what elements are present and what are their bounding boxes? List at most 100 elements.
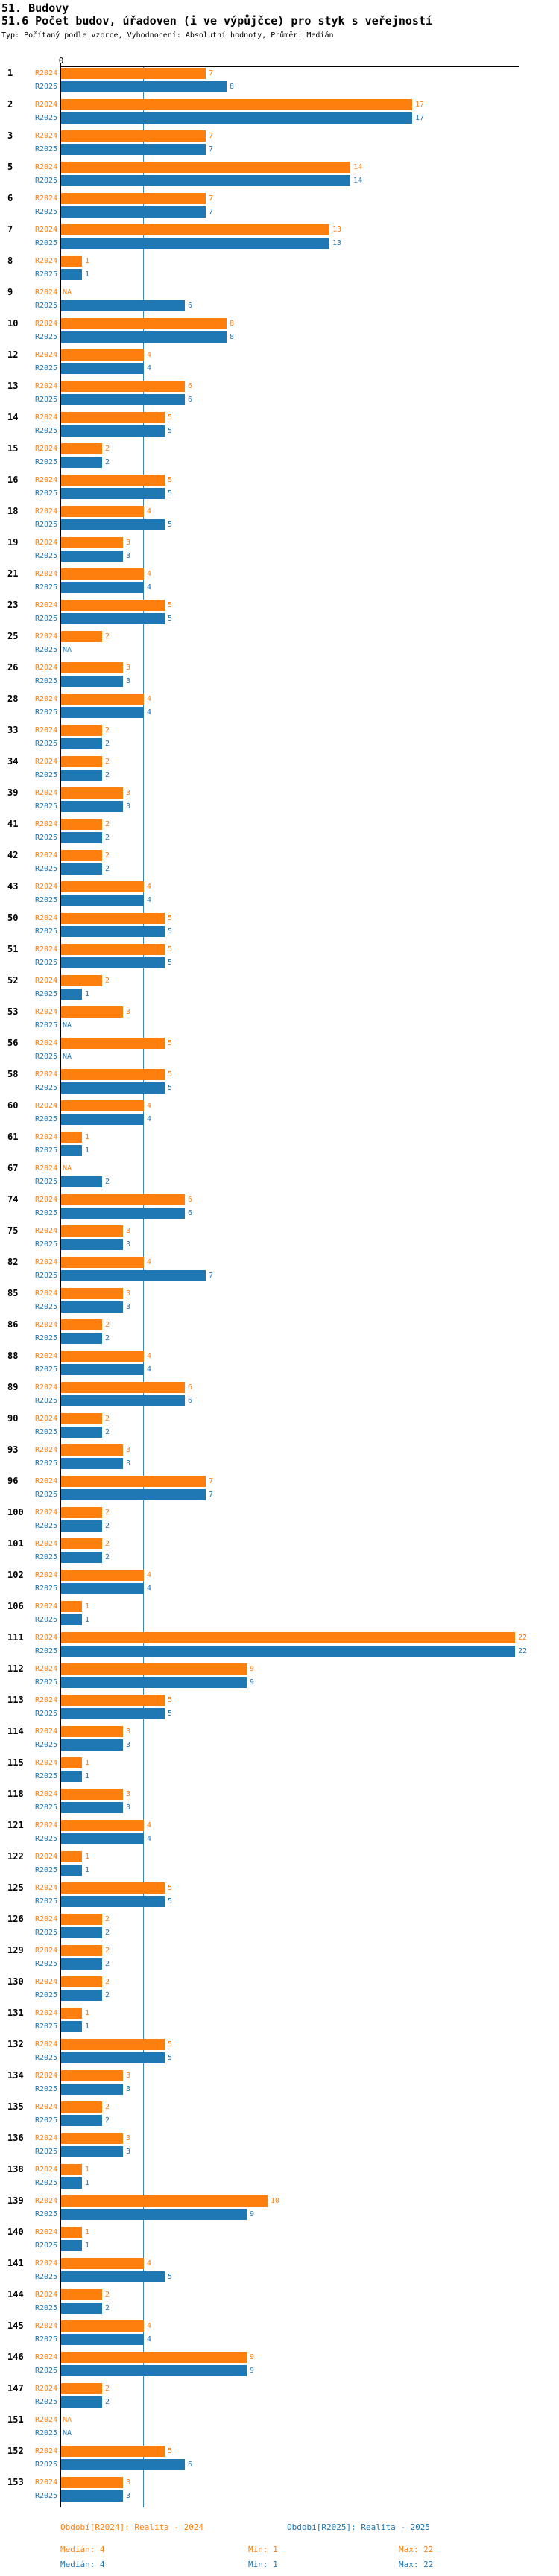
r2025-series-label: R2025	[35, 1459, 58, 1468]
r2025-series-label: R2025	[35, 865, 58, 873]
r2024-series-label: R2024	[35, 539, 58, 547]
r2025-series-label: R2025	[35, 1616, 58, 1624]
row-id-label: 140	[7, 2227, 24, 2237]
r2025-series-label: R2025	[35, 2429, 58, 2437]
row-id-label: 153	[7, 2477, 24, 2487]
r2024-bar-value: 1	[85, 2009, 90, 2017]
r2024-series-label: R2024	[35, 101, 58, 109]
r2025-bar	[61, 1896, 165, 1907]
row-id-label: 10	[7, 318, 19, 329]
r2025-series-label: R2025	[35, 1835, 58, 1843]
r2024-bar-value: 22	[518, 1634, 528, 1642]
row-id-label: 50	[7, 913, 19, 923]
r2024-bar-value: 13	[332, 226, 342, 234]
r2025-series-label: R2025	[35, 1209, 58, 1217]
r2024-bar-value: 2	[105, 1540, 110, 1548]
r2024-bar-value: 4	[147, 1352, 152, 1360]
r2025-bar	[61, 425, 165, 437]
r2025-bar	[61, 1176, 102, 1187]
r2024-bar	[61, 1288, 123, 1299]
r2025-bar	[61, 1771, 82, 1782]
r2025-series-label: R2025	[35, 2367, 58, 2375]
r2024-series-label: R2024	[35, 883, 58, 891]
r2024-series-label: R2024	[35, 1008, 58, 1016]
row-id-label: 114	[7, 1726, 24, 1736]
section-title: 51. Budovy	[1, 1, 69, 15]
r2024-series-label: R2024	[35, 1196, 58, 1204]
row-id-label: 74	[7, 1194, 19, 1205]
r2024-bar-value: 5	[168, 1696, 173, 1704]
row-id-label: 75	[7, 1225, 19, 1236]
r2025-bar	[61, 2052, 165, 2063]
row-id-label: 26	[7, 662, 19, 673]
r2025-series-label: R2025	[35, 2335, 58, 2344]
r2025-series-label: R2025	[35, 2085, 58, 2093]
r2025-bar	[61, 1739, 123, 1751]
r2025-bar	[61, 394, 185, 405]
r2025-bar	[61, 1583, 144, 1594]
r2024-bar	[61, 2070, 123, 2081]
r2025-bar-value: 4	[147, 364, 152, 372]
row-id-label: 136	[7, 2133, 24, 2143]
r2025-series-label: R2025	[35, 1897, 58, 1906]
r2025-bar-value: 8	[230, 83, 235, 91]
r2025-series-label: R2025	[35, 927, 58, 936]
r2025-series-label: R2025	[35, 489, 58, 498]
r2024-series-label: R2024	[35, 2353, 58, 2361]
r2025-bar-value: 4	[147, 896, 152, 904]
row-id-label: 16	[7, 475, 19, 485]
r2024-bar	[61, 1132, 82, 1143]
r2024-bar-value: 5	[168, 476, 173, 484]
r2025-bar	[61, 175, 350, 186]
r2025-bar	[61, 1927, 102, 1938]
r2025-bar-value: 3	[126, 2492, 131, 2500]
r2024-series-label: R2024	[35, 2322, 58, 2330]
r2025-bar	[61, 1520, 102, 1532]
r2025-series-label: R2025	[35, 615, 58, 623]
r2025-series-label: R2025	[35, 1584, 58, 1593]
r2025-bar	[61, 1646, 515, 1657]
r2025-series-label: R2025	[35, 2242, 58, 2250]
r2024-series-label: R2024	[35, 1415, 58, 1423]
r2025-bar-value: 2	[105, 740, 110, 748]
r2024-bar-value: 10	[271, 2197, 280, 2205]
row-id-label: 82	[7, 1257, 19, 1267]
r2024-bar	[61, 537, 123, 548]
r2025-bar	[61, 1677, 247, 1688]
r2025-series-label: R2025	[35, 208, 58, 216]
r2025-bar-value: 4	[147, 1584, 152, 1593]
r2025-bar	[61, 1802, 123, 1813]
r2024-bar-value: 5	[168, 2040, 173, 2049]
r2025-series-label: R2025	[35, 1522, 58, 1530]
y-axis-line	[60, 63, 61, 2507]
row-id-label: 41	[7, 819, 19, 829]
r2025-bar	[61, 269, 82, 280]
r2025-na-value: NA	[63, 2429, 72, 2437]
r2024-series-label: R2024	[35, 1164, 58, 1173]
r2024-series-label: R2024	[35, 1602, 58, 1611]
r2025-bar-value: 6	[188, 302, 193, 310]
row-id-label: 146	[7, 2352, 24, 2362]
r2024-bar	[61, 1726, 123, 1737]
row-id-label: 52	[7, 975, 19, 986]
r2024-bar-value: 5	[168, 914, 173, 922]
r2025-bar-value: 2	[105, 1522, 110, 1530]
r2024-series-label: R2024	[35, 570, 58, 578]
r2025-bar-value: 1	[85, 1772, 90, 1780]
r2025-bar-value: 7	[209, 145, 214, 153]
r2024-series-label: R2024	[35, 632, 58, 641]
r2024-bar	[61, 819, 102, 830]
r2025-bar	[61, 863, 102, 875]
r2024-series-label: R2024	[35, 445, 58, 453]
r2024-series-label: R2024	[35, 288, 58, 296]
r2025-bar-value: 5	[168, 2273, 173, 2281]
r2024-bar	[61, 193, 206, 204]
row-id-label: 121	[7, 1820, 24, 1830]
row-id-label: 8	[7, 256, 13, 266]
r2024-bar-value: 4	[147, 2322, 152, 2330]
r2024-bar-value: 5	[168, 1070, 173, 1079]
row-id-label: 42	[7, 850, 19, 860]
row-id-label: 9	[7, 287, 13, 297]
r2025-bar	[61, 2303, 102, 2314]
r2024-bar	[61, 2133, 123, 2144]
